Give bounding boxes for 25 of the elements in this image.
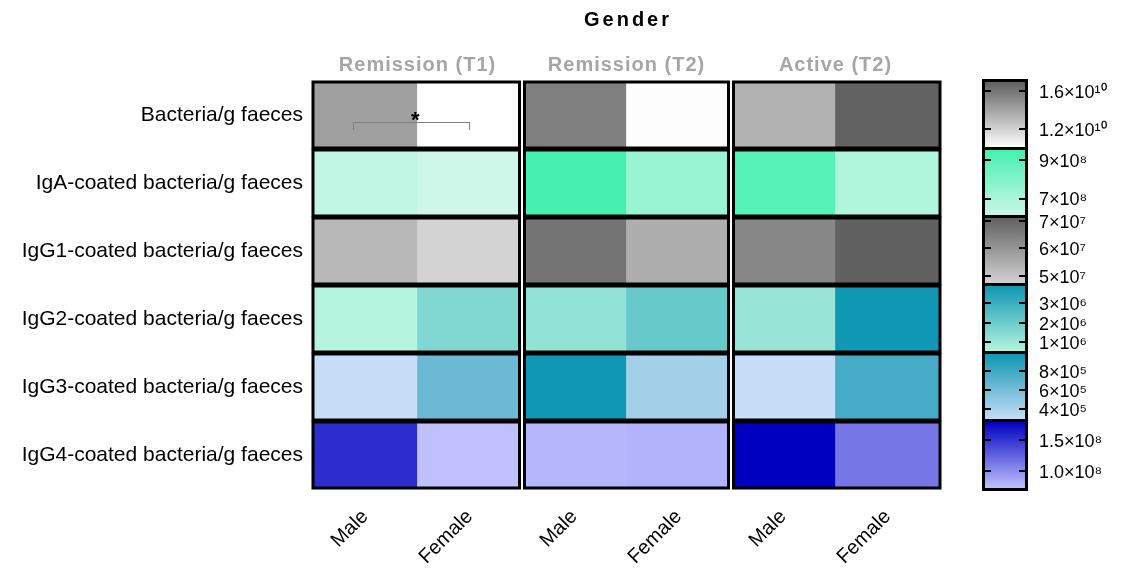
color-bar-label: 3×10⁶	[1039, 294, 1087, 315]
color-bar-label: 1.0×10⁸	[1039, 462, 1103, 483]
chart-title: Gender	[583, 7, 673, 30]
y-tick-label: IgG3-coated bacteria/g faeces	[21, 373, 303, 397]
annotation: Remission (T1)	[338, 52, 497, 75]
color-bar-label: 4×10⁵	[1039, 400, 1088, 421]
color-bar-label: 9×10⁸	[1039, 150, 1088, 171]
color-bar-label: 1.5×10⁸	[1039, 431, 1103, 452]
color-bar-label: 6×10⁵	[1039, 381, 1088, 402]
annotation: Remission (T2)	[547, 52, 706, 75]
color-bar-label: 1.2×10¹⁰	[1039, 120, 1107, 141]
y-tick-label: Bacteria/g faeces	[140, 101, 303, 125]
color-bar-label: 6×10⁷	[1039, 239, 1087, 260]
color-bar-label: 2×10⁶	[1039, 313, 1087, 334]
y-tick-label: IgG2-coated bacteria/g faeces	[21, 305, 303, 329]
y-tick-label: IgA-coated bacteria/g faeces	[35, 169, 303, 193]
color-bar-label: 1×10⁶	[1039, 333, 1087, 354]
color-bar-label: 7×10⁷	[1039, 211, 1087, 232]
y-tick-label: IgG4-coated bacteria/g faeces	[21, 441, 303, 465]
color-bar-label: 8×10⁵	[1039, 362, 1088, 383]
color-bar-label: 5×10⁷	[1039, 266, 1087, 287]
y-tick-label: IgG1-coated bacteria/g faeces	[21, 237, 303, 261]
color-bar-label: 1.6×10¹⁰	[1039, 82, 1107, 103]
annotation: Active (T2)	[778, 52, 893, 75]
color-bar-label: 7×10⁸	[1039, 189, 1088, 210]
